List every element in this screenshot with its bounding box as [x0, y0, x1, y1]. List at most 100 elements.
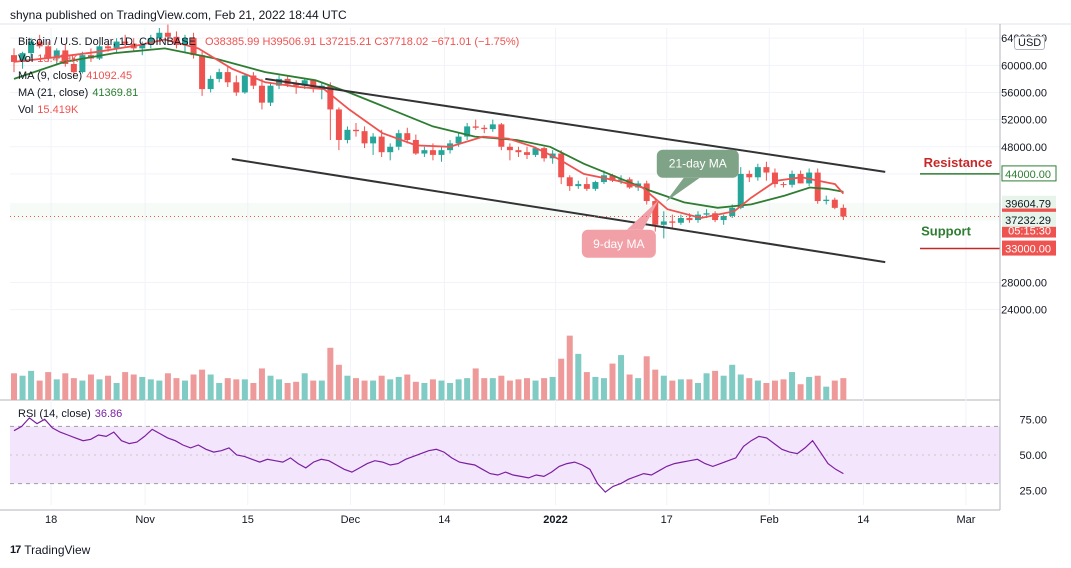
- volume-bar: [635, 378, 642, 400]
- x-tick-label: 15: [242, 514, 254, 526]
- volume-bar: [481, 378, 488, 400]
- volume-bar: [438, 380, 445, 400]
- volume-bar: [797, 384, 804, 400]
- volume-bar: [164, 373, 171, 400]
- volume-bar: [703, 373, 710, 400]
- price-label-text: 37232.29: [1005, 215, 1051, 227]
- candle-body: [156, 32, 163, 39]
- volume-bar: [515, 379, 522, 400]
- candle-body: [293, 84, 300, 86]
- rsi-value: 36.86: [94, 408, 123, 420]
- candle-body: [62, 50, 69, 64]
- candle-body: [498, 124, 505, 147]
- volume-bar: [190, 374, 197, 400]
- candle-body: [840, 207, 847, 217]
- volume-bar: [652, 369, 659, 400]
- volume-bar: [686, 379, 693, 400]
- candle-body: [575, 184, 582, 187]
- candle-body: [28, 41, 35, 54]
- candle-body: [421, 150, 428, 154]
- candle-body: [541, 148, 548, 159]
- volume-bar: [36, 380, 43, 400]
- rsi-band-fill: [10, 426, 1000, 484]
- volume-bar: [677, 379, 684, 400]
- volume-bar: [789, 372, 796, 400]
- candle-body: [19, 53, 26, 62]
- legend-vol-line: Vol 15.419K: [18, 53, 78, 65]
- candle-body: [224, 72, 231, 83]
- candle-body: [105, 46, 112, 49]
- price-label-box: [1002, 195, 1056, 211]
- volume-bar: [310, 380, 317, 400]
- support-label: Support: [921, 224, 971, 239]
- candle-body: [506, 146, 513, 151]
- x-tick-label: 17: [661, 514, 673, 526]
- candle-body: [113, 41, 120, 49]
- candle-body: [404, 133, 411, 140]
- candle-body: [258, 85, 265, 103]
- x-tick-label: 14: [857, 514, 869, 526]
- volume-bar: [11, 373, 17, 400]
- candle-body: [652, 201, 659, 225]
- candle-body: [524, 152, 530, 155]
- price-label-text: 44000.00: [1005, 169, 1051, 181]
- volume-bar: [207, 374, 214, 400]
- legend-ma21-value: 41369.81: [92, 87, 139, 99]
- candle-body: [771, 172, 778, 185]
- volume-bar: [626, 374, 633, 400]
- moving-averages: [13, 38, 845, 493]
- volume-bar: [122, 372, 129, 400]
- price-label: 44000.00: [1001, 165, 1057, 182]
- volume-bar: [395, 376, 402, 400]
- volume-bar: [301, 373, 308, 400]
- candle-body: [241, 75, 248, 93]
- x-tick-label: 2022: [543, 514, 567, 526]
- candle-body: [207, 78, 214, 90]
- legend-ma9-value: 41092.45: [86, 70, 133, 82]
- volume-bar: [618, 355, 625, 400]
- candle-body: [618, 179, 625, 181]
- rsi-tick-label: 75.00: [1019, 414, 1047, 426]
- legend-ohlc: O38385.99 H39506.91 L37215.21 C37718.02 …: [204, 36, 520, 48]
- volume-bar: [156, 380, 163, 400]
- legend-vol2-line: Vol 15.419K: [18, 104, 78, 116]
- volume-bar: [130, 374, 137, 400]
- volume-bar: [53, 379, 60, 400]
- volume-bar: [592, 376, 599, 400]
- tradingview-footer: 17 TradingView: [10, 543, 90, 557]
- tradingview-logo-icon: 17: [10, 544, 21, 556]
- legend-vol2-label: Vol: [18, 104, 34, 116]
- candle-body: [660, 221, 667, 225]
- volume-bar: [250, 383, 257, 400]
- volume-bar: [814, 375, 821, 400]
- legend-symbol: Bitcoin / U.S. Dollar, 1D, COINBASE: [18, 36, 196, 48]
- rsi-label: RSI (14, close): [18, 408, 91, 420]
- price-range-band: [10, 202, 1000, 221]
- volume-bar: [780, 379, 787, 400]
- volume-bar: [182, 380, 188, 400]
- candle-body: [412, 139, 419, 154]
- candle-body: [677, 218, 684, 223]
- candle-body: [310, 80, 317, 90]
- volume-bar: [455, 379, 462, 400]
- candle-body: [11, 55, 17, 62]
- candle-body: [378, 136, 385, 153]
- candle-body: [233, 82, 240, 93]
- volume-bar: [216, 383, 223, 400]
- volume-bar: [831, 380, 838, 400]
- volume-bars: [11, 335, 847, 400]
- price-label: 39604.79: [1002, 195, 1056, 211]
- volume-bar: [472, 368, 479, 400]
- volume-bar: [498, 375, 505, 400]
- candle-body: [387, 146, 394, 153]
- candle-body: [780, 184, 787, 186]
- candle-body: [164, 32, 171, 37]
- volume-bar: [353, 378, 359, 400]
- volume-bar: [45, 372, 52, 400]
- y-tick-label: 52000.00: [1001, 115, 1047, 127]
- volume-bar: [173, 378, 180, 400]
- candle-body: [669, 221, 676, 223]
- price-label-text: 39604.79: [1005, 199, 1051, 211]
- currency-button[interactable]: USD: [1014, 36, 1046, 50]
- candle-body: [515, 150, 522, 153]
